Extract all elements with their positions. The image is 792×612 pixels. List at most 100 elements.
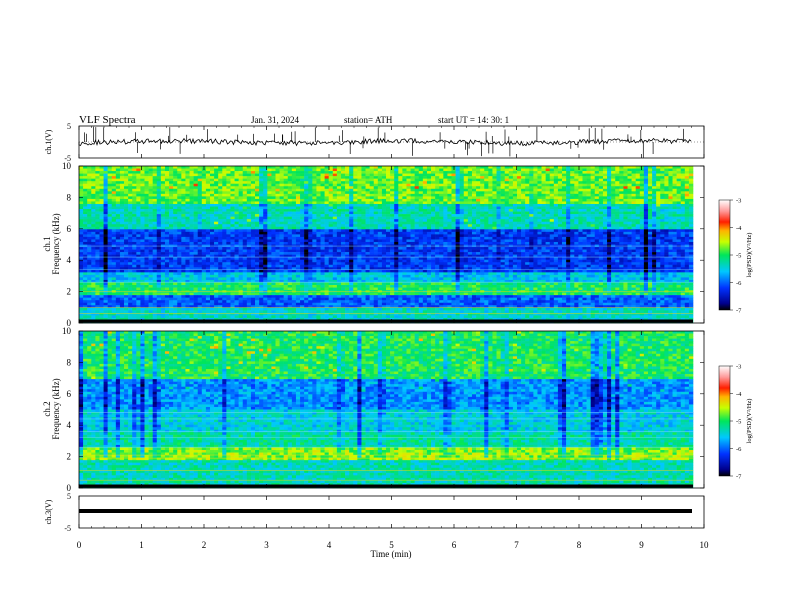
spectrogram-cell <box>500 206 505 210</box>
spectrogram-cell <box>357 231 362 235</box>
spectrogram-cell <box>160 219 166 223</box>
spectrogram-cell <box>390 206 395 210</box>
spectrogram-cell <box>512 171 518 174</box>
spectrogram-cell <box>578 219 583 223</box>
spectrogram-cell <box>553 241 559 245</box>
spectrogram-cell <box>259 198 264 202</box>
spectrogram-cell <box>336 229 342 233</box>
spectrogram-cell <box>230 231 235 235</box>
spectrogram-cell <box>431 166 436 169</box>
spectrogram-cell <box>255 234 260 238</box>
spectrogram-cell <box>226 216 231 220</box>
spectrogram-cell <box>373 224 379 228</box>
spectrogram-cell <box>451 229 456 233</box>
spectrogram-cell <box>214 229 219 233</box>
spectrogram-cell <box>156 211 162 215</box>
spectrogram-cell <box>418 201 424 205</box>
spectrogram-cell <box>144 219 149 223</box>
spectrogram-cell <box>570 201 575 205</box>
spectrogram-cell <box>99 234 104 238</box>
spectrogram-cell <box>443 206 448 210</box>
spectrogram-cell <box>463 171 469 174</box>
spectrogram-cell <box>119 234 125 238</box>
spectrogram-cell <box>615 209 620 212</box>
spectrogram-cell <box>447 198 452 202</box>
spectrogram-cell <box>390 236 395 240</box>
spectrogram-cell <box>480 241 485 245</box>
spectrogram-cell <box>463 181 469 185</box>
spectrogram-cell <box>435 176 440 179</box>
spectrogram-cell <box>455 183 460 187</box>
spectrogram-cell <box>316 203 321 207</box>
spectrogram-cell <box>545 241 551 245</box>
spectrogram-cell <box>635 178 641 182</box>
spectrogram-cell <box>390 188 395 192</box>
spectrogram-cell <box>582 186 587 190</box>
spectrogram-cell <box>635 173 641 177</box>
spectrogram-cell <box>504 247 510 250</box>
spectrogram-cell <box>676 226 682 230</box>
spectrogram-cell <box>377 203 383 207</box>
spectrogram-cell <box>308 201 313 205</box>
spectrogram-cell <box>607 241 612 245</box>
spectrogram-cell <box>664 201 669 205</box>
spectrogram-cell <box>619 196 624 200</box>
spectrogram-cell <box>222 236 227 240</box>
spectrogram-cell <box>308 188 313 192</box>
spectrogram-cell <box>140 203 145 207</box>
spectrogram-cell <box>156 226 162 230</box>
spectrogram-cell <box>164 229 170 233</box>
spectrogram-cell <box>602 178 608 182</box>
spectrogram-cell <box>623 211 628 215</box>
spectrogram-cell <box>643 229 649 233</box>
spectrogram-cell <box>488 198 493 202</box>
spectrogram-cell <box>516 186 522 190</box>
spectrogram-cell <box>124 193 129 197</box>
spectrogram-cell <box>402 188 407 192</box>
spectrogram-cell <box>578 193 583 197</box>
spectrogram-cell <box>83 229 88 233</box>
spectrogram-cell <box>656 229 661 233</box>
spectrogram-cell <box>295 239 301 243</box>
spectrogram-cell <box>439 191 444 195</box>
spectrogram-cell <box>128 221 133 225</box>
spectrogram-cell <box>320 181 325 185</box>
spectrogram-cell <box>627 236 632 240</box>
spectrogram-cell <box>140 239 145 243</box>
spectrogram-cell <box>435 219 440 223</box>
spectrogram-cell <box>676 221 682 225</box>
spectrogram-cell <box>418 168 424 172</box>
spectrogram-cell <box>611 229 616 233</box>
spectrogram-cell <box>83 196 88 200</box>
spectrogram-cell <box>439 171 444 174</box>
spectrogram-cell <box>83 241 88 245</box>
spectrogram-cell <box>668 214 673 217</box>
spectrogram-cell <box>349 186 354 190</box>
spectrogram-cell <box>197 171 203 174</box>
spectrogram-cell <box>324 166 329 169</box>
spectrogram-cell <box>328 247 334 250</box>
spectrogram-cell <box>590 191 596 195</box>
spectrogram-cell <box>160 181 166 185</box>
spectrogram-cell <box>295 168 301 172</box>
spectrogram-cell <box>533 236 538 240</box>
spectrogram-cell <box>312 209 317 212</box>
spectrogram-cell <box>230 216 235 220</box>
spectrogram-cell <box>148 196 153 200</box>
spectrogram-cell <box>480 236 485 240</box>
spectrogram-cell <box>246 229 252 233</box>
spectrogram-cell <box>218 171 223 174</box>
spectrogram-cell <box>623 219 628 223</box>
spectrogram-cell <box>586 211 591 215</box>
spectrogram-cell <box>373 231 379 235</box>
spectrogram-cell <box>537 234 542 238</box>
spectrogram-cell <box>639 188 645 192</box>
spectrogram-cell <box>132 181 137 185</box>
spectrogram-cell <box>652 191 657 195</box>
spectrogram-cell <box>607 229 612 233</box>
spectrogram-cell <box>332 171 338 174</box>
spectrogram-cell <box>459 221 465 225</box>
spectrogram-cell <box>259 226 264 230</box>
spectrogram-cell <box>410 181 415 185</box>
spectrogram-cell <box>562 201 567 205</box>
